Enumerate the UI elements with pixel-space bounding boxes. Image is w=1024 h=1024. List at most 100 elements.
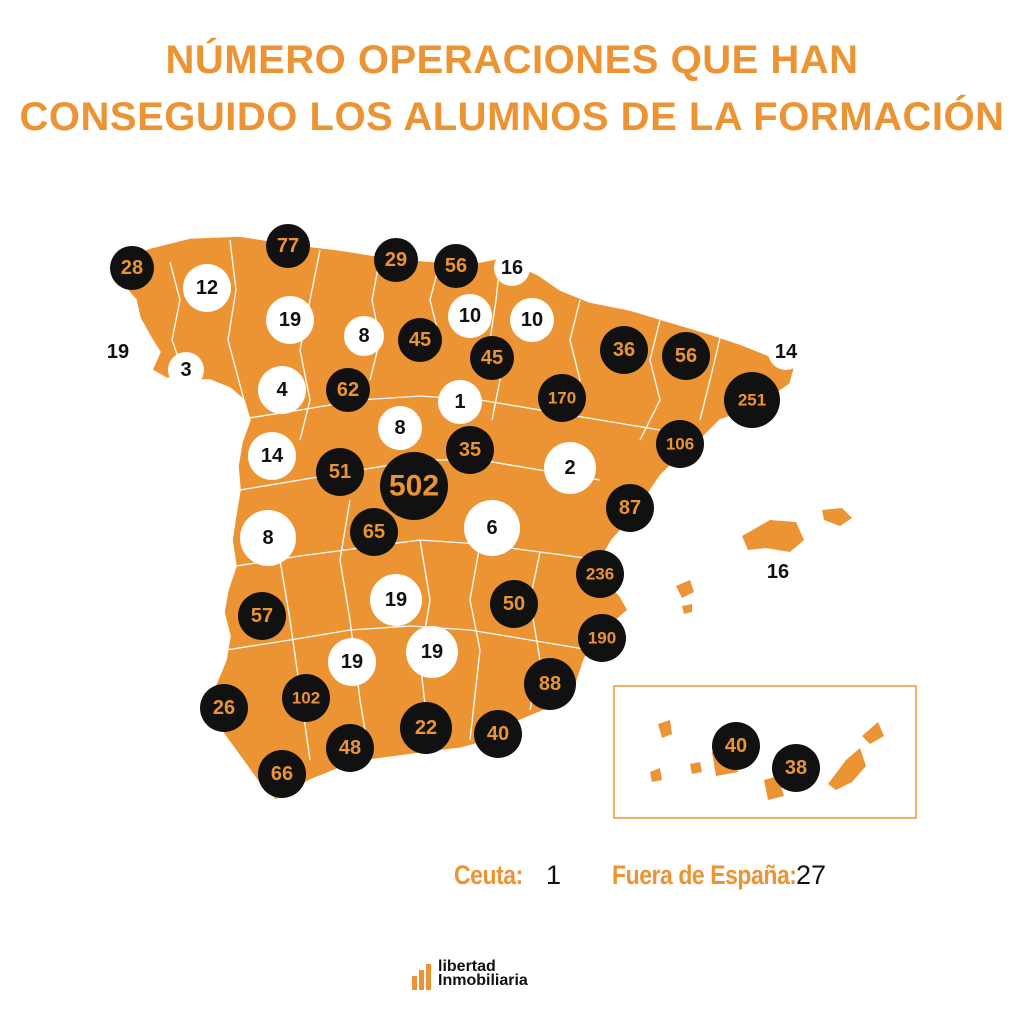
marker-value: 10 xyxy=(521,309,543,331)
fuera-label: Fuera de España: xyxy=(612,860,797,890)
marker-value: 57 xyxy=(251,605,273,627)
marker-value: 88 xyxy=(539,673,561,695)
marker-value: 38 xyxy=(785,757,807,779)
province-marker: 28 xyxy=(110,246,154,290)
marker-value: 6 xyxy=(486,517,497,539)
marker-value: 56 xyxy=(445,255,467,277)
marker-circle xyxy=(110,246,154,290)
province-marker: 8 xyxy=(240,510,296,566)
formentera-shape xyxy=(682,604,692,614)
marker-value: 45 xyxy=(481,347,503,369)
province-marker: 14 xyxy=(248,432,296,480)
province-marker: 251 xyxy=(724,372,780,428)
title-line-2: CONSEGUIDO LOS ALUMNOS DE LA FORMACIÓN xyxy=(19,95,1005,139)
province-marker: 4 xyxy=(258,366,306,414)
marker-circle xyxy=(266,224,310,268)
province-marker: 14 xyxy=(768,334,804,370)
province-marker: 10 xyxy=(448,294,492,338)
logo-text-line2: Inmobiliaria xyxy=(438,972,528,989)
marker-value: 170 xyxy=(548,389,576,408)
province-marker: 190 xyxy=(578,614,626,662)
marker-circle xyxy=(282,674,330,722)
marker-circle xyxy=(102,336,134,368)
marker-value: 4 xyxy=(276,379,288,401)
province-marker: 19 xyxy=(406,626,458,678)
marker-value: 102 xyxy=(292,689,320,708)
marker-circle xyxy=(344,316,384,356)
marker-circle xyxy=(578,614,626,662)
marker-value: 8 xyxy=(394,417,405,439)
title-line-1: NÚMERO OPERACIONES QUE HAN xyxy=(165,38,859,82)
marker-value: 1 xyxy=(454,391,465,413)
marker-circle xyxy=(434,244,478,288)
province-marker: 45 xyxy=(470,336,514,380)
marker-value: 16 xyxy=(501,257,523,279)
logo-bars-icon xyxy=(412,964,434,990)
ibiza-shape xyxy=(676,580,694,598)
province-marker: 36 xyxy=(600,326,648,374)
marker-circle xyxy=(374,238,418,282)
marker-circle xyxy=(510,298,554,342)
marker-value: 62 xyxy=(337,379,359,401)
province-marker: 3 xyxy=(168,352,204,388)
province-marker: 35 xyxy=(446,426,494,474)
marker-value: 26 xyxy=(213,697,235,719)
marker-value: 19 xyxy=(107,341,129,363)
marker-circle xyxy=(724,372,780,428)
marker-value: 14 xyxy=(261,445,284,467)
marker-circle xyxy=(768,334,804,370)
ceuta-value: 1 xyxy=(546,860,562,890)
marker-value: 2 xyxy=(564,457,575,479)
province-marker: 40 xyxy=(474,710,522,758)
marker-value: 22 xyxy=(415,717,437,739)
marker-circle xyxy=(464,500,520,556)
marker-circle xyxy=(248,432,296,480)
province-marker: 19 xyxy=(266,296,314,344)
marker-circle xyxy=(772,744,820,792)
province-marker: 62 xyxy=(326,368,370,412)
province-marker: 65 xyxy=(350,508,398,556)
marker-value: 10 xyxy=(459,305,481,327)
province-marker: 66 xyxy=(258,750,306,798)
province-marker: 2 xyxy=(544,442,596,494)
province-marker: 77 xyxy=(266,224,310,268)
marker-circle xyxy=(576,550,624,598)
marker-value: 236 xyxy=(586,565,614,584)
marker-circle xyxy=(762,556,794,588)
province-marker: 16 xyxy=(762,556,794,588)
province-marker: 88 xyxy=(524,658,576,710)
marker-value: 56 xyxy=(675,345,697,367)
marker-value: 40 xyxy=(725,735,747,757)
marker-circle xyxy=(258,366,306,414)
marker-value: 36 xyxy=(613,339,635,361)
canary-inset-frame xyxy=(613,685,917,819)
province-marker: 87 xyxy=(606,484,654,532)
province-marker: 16 xyxy=(494,250,530,286)
province-marker: 102 xyxy=(282,674,330,722)
province-marker: 51 xyxy=(316,448,364,496)
marker-circle xyxy=(238,592,286,640)
marker-circle xyxy=(326,368,370,412)
province-marker: 106 xyxy=(656,420,704,468)
marker-value: 3 xyxy=(180,359,191,381)
province-marker: 170 xyxy=(538,374,586,422)
brand-logo: libertad Inmobiliaria xyxy=(412,958,552,998)
marker-value: 106 xyxy=(666,435,694,454)
marker-circle xyxy=(316,448,364,496)
marker-circle xyxy=(200,684,248,732)
marker-value: 19 xyxy=(385,589,407,611)
marker-value: 35 xyxy=(459,439,481,461)
fuera-value: 27 xyxy=(796,860,827,890)
marker-circle xyxy=(328,638,376,686)
marker-circle xyxy=(266,296,314,344)
marker-circle xyxy=(240,510,296,566)
marker-circle xyxy=(400,702,452,754)
province-marker: 19 xyxy=(328,638,376,686)
marker-value: 50 xyxy=(503,593,525,615)
province-marker: 56 xyxy=(662,332,710,380)
marker-circle xyxy=(438,380,482,424)
province-marker: 10 xyxy=(510,298,554,342)
province-marker: 57 xyxy=(238,592,286,640)
marker-circle xyxy=(662,332,710,380)
